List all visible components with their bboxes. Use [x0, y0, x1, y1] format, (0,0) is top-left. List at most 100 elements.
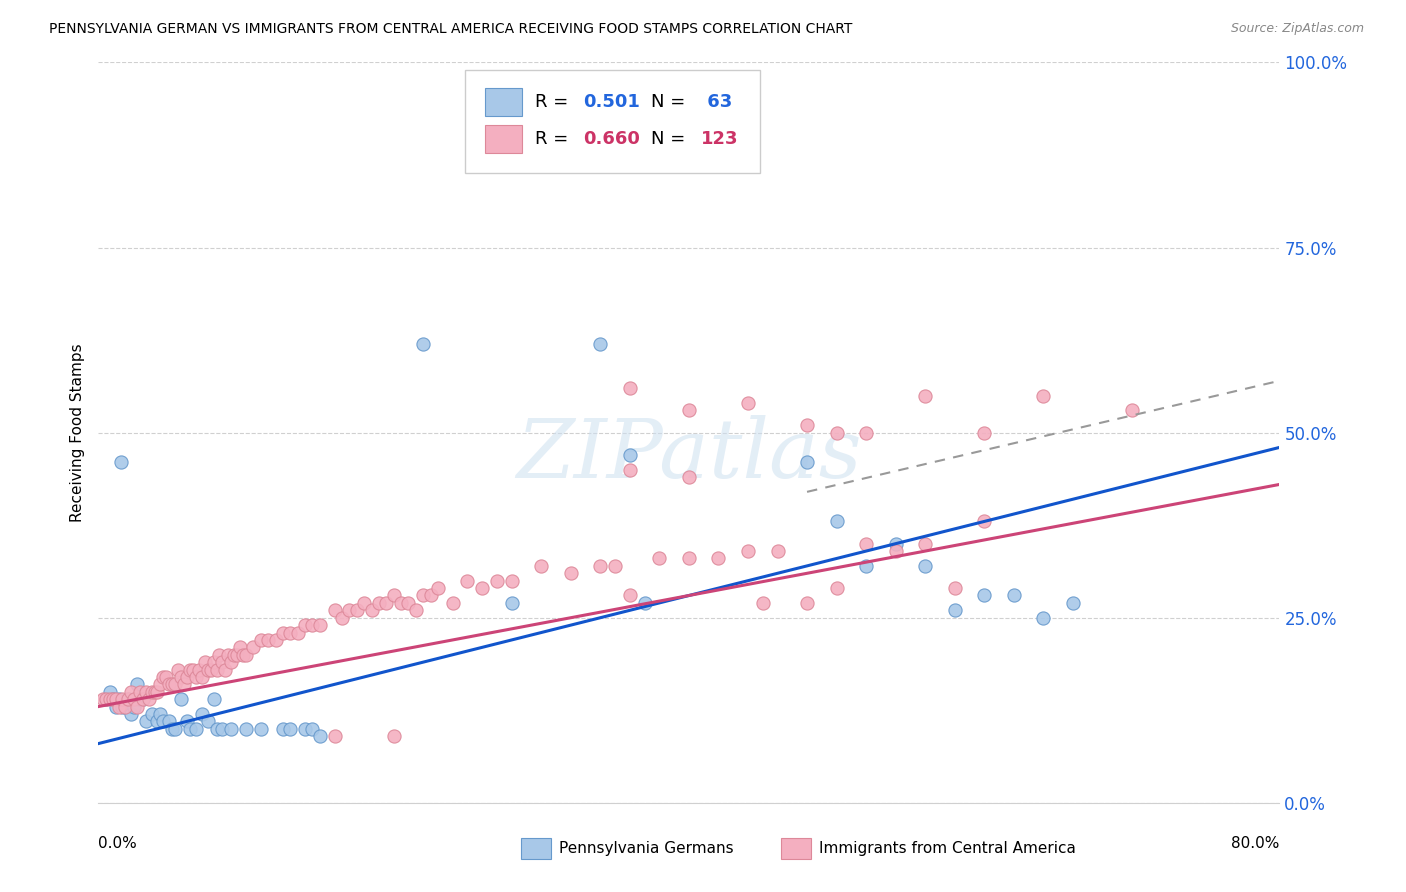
Point	[108, 692, 131, 706]
Point	[339, 603, 361, 617]
Text: R =: R =	[536, 93, 575, 111]
Point	[530, 558, 553, 573]
Point	[105, 692, 128, 706]
Point	[128, 692, 150, 706]
Point	[117, 692, 139, 706]
Point	[141, 685, 163, 699]
Point	[412, 336, 434, 351]
Point	[1032, 610, 1054, 624]
Point	[375, 596, 398, 610]
Point	[103, 692, 125, 706]
Text: PENNSYLVANIA GERMAN VS IMMIGRANTS FROM CENTRAL AMERICA RECEIVING FOOD STAMPS COR: PENNSYLVANIA GERMAN VS IMMIGRANTS FROM C…	[49, 22, 852, 37]
Point	[271, 625, 294, 640]
Point	[796, 418, 818, 433]
Point	[605, 558, 627, 573]
Point	[441, 596, 464, 610]
Text: N =: N =	[651, 129, 692, 148]
Point	[1062, 596, 1084, 610]
Point	[560, 566, 582, 581]
Text: ZIPatlas: ZIPatlas	[516, 415, 862, 495]
Point	[197, 714, 219, 729]
Point	[943, 603, 966, 617]
Point	[152, 714, 174, 729]
Point	[471, 581, 494, 595]
Point	[191, 670, 214, 684]
Point	[250, 632, 273, 647]
Point	[143, 685, 166, 699]
Point	[211, 655, 233, 669]
Point	[287, 625, 309, 640]
Point	[208, 648, 231, 662]
Point	[146, 685, 169, 699]
Point	[205, 663, 228, 677]
Point	[943, 581, 966, 595]
Point	[855, 536, 877, 550]
Point	[257, 632, 280, 647]
Text: 123: 123	[700, 129, 738, 148]
FancyBboxPatch shape	[464, 70, 759, 173]
Point	[457, 574, 479, 588]
Point	[125, 677, 148, 691]
Point	[619, 381, 641, 395]
Point	[125, 699, 148, 714]
Point	[678, 551, 700, 566]
Point	[301, 722, 323, 736]
Point	[94, 692, 117, 706]
FancyBboxPatch shape	[485, 87, 523, 116]
Point	[157, 714, 180, 729]
Point	[678, 470, 700, 484]
Point	[619, 448, 641, 462]
Point	[1121, 403, 1143, 417]
Point	[752, 596, 775, 610]
Point	[389, 596, 412, 610]
Point	[141, 706, 163, 721]
Point	[170, 670, 193, 684]
Point	[167, 663, 190, 677]
Point	[427, 581, 450, 595]
Point	[271, 722, 294, 736]
Point	[914, 536, 936, 550]
Point	[737, 544, 759, 558]
Point	[766, 544, 789, 558]
Point	[323, 729, 346, 743]
Point	[648, 551, 671, 566]
Point	[309, 729, 332, 743]
Point	[589, 558, 612, 573]
Point	[229, 640, 252, 655]
Point	[187, 663, 209, 677]
Point	[221, 655, 243, 669]
Point	[382, 729, 405, 743]
Point	[855, 425, 877, 440]
Point	[221, 722, 243, 736]
Point	[146, 714, 169, 729]
Point	[235, 648, 257, 662]
Point	[232, 648, 254, 662]
Point	[242, 640, 264, 655]
Point	[211, 722, 233, 736]
Point	[264, 632, 287, 647]
Text: Immigrants from Central America: Immigrants from Central America	[818, 841, 1076, 856]
Point	[111, 699, 134, 714]
Point	[165, 722, 187, 736]
Point	[202, 655, 225, 669]
Point	[132, 692, 155, 706]
Point	[184, 722, 207, 736]
Point	[619, 462, 641, 476]
Point	[149, 706, 172, 721]
Point	[619, 589, 641, 603]
Point	[155, 670, 177, 684]
Point	[110, 455, 132, 469]
Point	[105, 699, 128, 714]
Point	[825, 581, 848, 595]
Point	[323, 603, 346, 617]
Point	[205, 722, 228, 736]
Point	[165, 677, 187, 691]
Point	[98, 692, 121, 706]
Point	[138, 692, 160, 706]
Point	[301, 618, 323, 632]
Point	[737, 396, 759, 410]
Point	[796, 596, 818, 610]
Text: 63: 63	[700, 93, 733, 111]
Point	[170, 692, 193, 706]
Point	[202, 692, 225, 706]
